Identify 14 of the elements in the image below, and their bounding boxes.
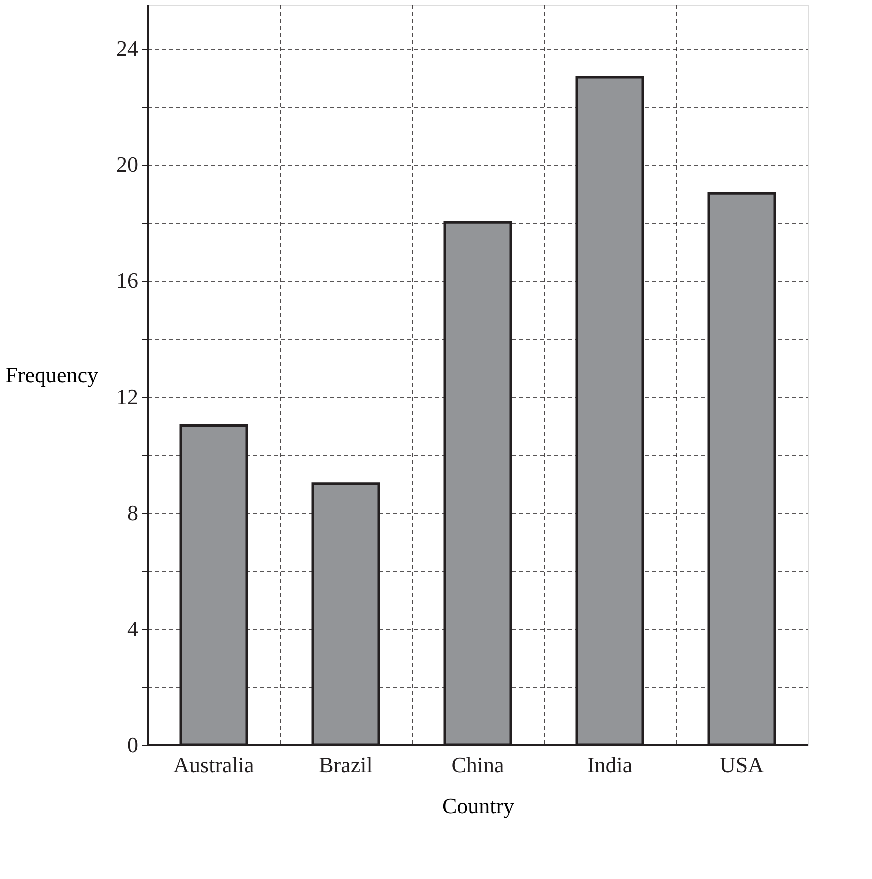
x-tick-label: India <box>587 752 633 778</box>
y-tick-label: 12 <box>116 384 138 410</box>
x-axis-title: Country <box>442 794 515 818</box>
y-tick-label: 8 <box>128 500 138 526</box>
y-axis-title: Frequency <box>6 362 98 388</box>
y-tick-label: 16 <box>116 268 138 294</box>
x-tick-label: USA <box>720 752 764 778</box>
y-tick-label: 4 <box>128 616 138 642</box>
y-tick-label: 24 <box>116 36 138 62</box>
y-tick-label: 20 <box>116 152 138 178</box>
x-tick-label: China <box>452 752 505 778</box>
x-tick-label: Australia <box>174 752 255 778</box>
x-tick-label: Brazil <box>319 752 373 778</box>
y-tick-label: 0 <box>128 732 138 758</box>
